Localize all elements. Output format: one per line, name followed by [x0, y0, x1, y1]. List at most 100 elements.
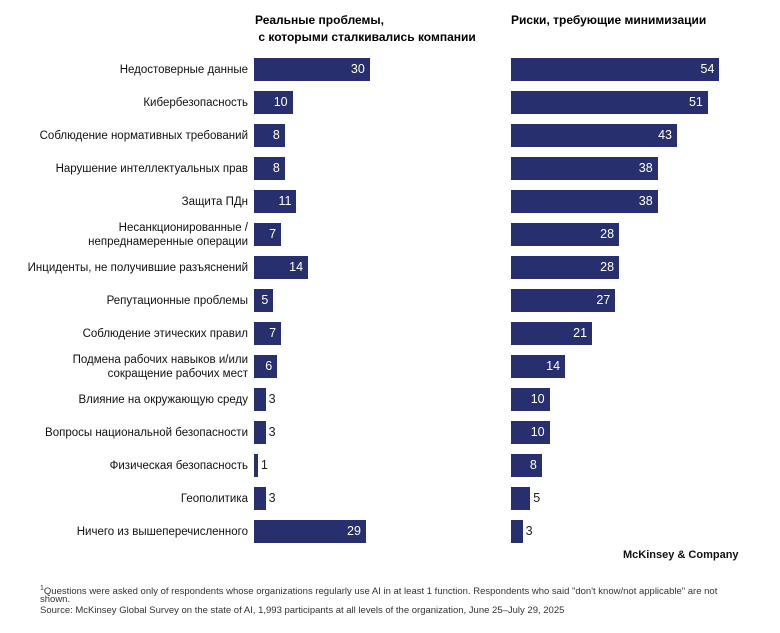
category-label: Инциденты, не получившие разъяснений [8, 261, 248, 275]
risk-value-label: 28 [600, 227, 615, 241]
risk-bar [511, 223, 620, 246]
risk-value-label: 21 [573, 326, 588, 340]
risk-value-label: 27 [596, 293, 611, 307]
risk-value-label: 5 [533, 491, 541, 505]
risk-bar [511, 256, 620, 279]
actual-bar [254, 421, 266, 444]
category-label: Соблюдение нормативных требований [8, 129, 248, 143]
actual-value-label: 29 [347, 524, 361, 538]
category-label: Репутационные проблемы [8, 294, 248, 308]
footnote-line2: shown. [40, 594, 71, 605]
category-label: Геополитика [8, 492, 248, 506]
risk-bar [511, 454, 542, 477]
actual-value-label: 3 [268, 392, 276, 406]
category-label-line: Вопросы национальной безопасности [45, 426, 248, 439]
risk-bar [511, 322, 593, 345]
actual-bar [254, 487, 266, 510]
category-label-line: непреднамеренные операции [88, 235, 248, 248]
risk-bar [511, 487, 531, 510]
category-label-line: Репутационные проблемы [106, 294, 248, 307]
category-label-line: Влияние на окружающую среду [78, 393, 248, 406]
risk-value-label: 54 [700, 62, 715, 76]
risk-value-label: 10 [530, 392, 545, 406]
risk-bar [511, 157, 658, 180]
actual-bar [254, 322, 282, 345]
category-label-line: Соблюдение нормативных требований [39, 129, 248, 142]
actual-bar [254, 157, 285, 180]
actual-value-label: 5 [261, 293, 269, 307]
actual-value-label: 11 [278, 194, 292, 208]
actual-value-label: 14 [289, 260, 304, 274]
risk-value-label: 8 [529, 458, 537, 472]
brand-logo-text: McKinsey & Company [623, 549, 739, 561]
category-label-line: Геополитика [180, 492, 248, 505]
category-label: Соблюдение этических правил [8, 327, 248, 341]
footnote: 1Questions were asked only of respondent… [40, 583, 780, 597]
category-label: Влияние на окружающую среду [8, 393, 248, 407]
actual-value-label: 7 [269, 326, 277, 340]
actual-bar [254, 454, 258, 477]
risk-value-label: 3 [525, 524, 533, 538]
risk-value-label: 51 [688, 95, 703, 109]
risk-bar [511, 421, 550, 444]
actual-bar [254, 91, 293, 114]
category-label-line: сокращение рабочих мест [107, 367, 248, 380]
category-label-line: Подмена рабочих навыков и/или [72, 353, 248, 366]
category-label: Ничего из вышеперечисленного [8, 525, 248, 539]
risk-value-label: 28 [600, 260, 615, 274]
category-label-line: Инциденты, не получившие разъяснений [27, 261, 248, 274]
actual-bar [254, 58, 370, 81]
actual-bar [254, 289, 274, 312]
category-label-line: Защита ПДн [181, 195, 248, 208]
left-header-line2: с которыми сталкивались компании [255, 30, 476, 44]
actual-bar [254, 520, 366, 543]
risk-bar [511, 355, 566, 378]
actual-bar [254, 190, 297, 213]
footnote-marker: 1 [40, 585, 44, 592]
category-label-line: Недостоверные данные [119, 63, 248, 76]
category-label: Несанкционированные / непреднамеренные оп… [8, 221, 248, 249]
actual-value-label: 8 [272, 161, 280, 175]
risk-bar [511, 520, 523, 543]
source-note: Source: McKinsey Global Survey on the st… [40, 605, 565, 616]
risk-bar [511, 124, 677, 147]
category-label-line: Соблюдение этических правил [82, 327, 248, 340]
category-label: Недостоверные данные [8, 63, 248, 77]
actual-value-label: 3 [268, 491, 276, 505]
risk-value-label: 38 [638, 161, 653, 175]
actual-bar [254, 223, 282, 246]
category-label: Физическая безопасность [8, 459, 248, 473]
category-label: Подмена рабочих навыков и/или сокращение … [8, 353, 248, 381]
category-label-line: Кибербезопасность [143, 96, 248, 109]
actual-value-label: 6 [265, 359, 273, 373]
actual-value-label: 1 [260, 458, 268, 472]
category-label: Нарушение интеллектуальных прав [8, 162, 248, 176]
footnote-line1: Questions were asked only of respondents… [43, 586, 718, 598]
category-label-line: Ничего из вышеперечисленного [76, 525, 248, 538]
risk-value-label: 14 [546, 359, 561, 373]
risk-bar [511, 388, 550, 411]
risk-value-label: 38 [638, 194, 653, 208]
risk-value-label: 10 [530, 425, 545, 439]
actual-bar [254, 124, 285, 147]
actual-value-label: 10 [273, 95, 288, 109]
category-label: Защита ПДн [8, 195, 248, 209]
risk-bar [511, 58, 720, 81]
risk-bar [511, 190, 658, 213]
actual-value-label: 3 [268, 425, 276, 439]
actual-bar [254, 388, 266, 411]
right-panel-header: Риски, требующие минимизации [511, 13, 707, 27]
category-label-line: Физическая безопасность [109, 459, 248, 472]
left-header-line1: Реальные проблемы, [255, 13, 385, 27]
actual-value-label: 30 [350, 62, 365, 76]
category-label-line: Несанкционированные / [118, 221, 248, 234]
actual-value-label: 8 [272, 128, 280, 142]
category-label: Кибербезопасность [8, 96, 248, 110]
category-label: Вопросы национальной безопасности [8, 426, 248, 440]
actual-value-label: 7 [269, 227, 277, 241]
left-panel-header: Реальные проблемы, с которыми сталкивали… [255, 12, 476, 46]
category-label-line: Нарушение интеллектуальных прав [55, 162, 248, 175]
risk-bar [511, 289, 616, 312]
actual-bar [254, 355, 278, 378]
